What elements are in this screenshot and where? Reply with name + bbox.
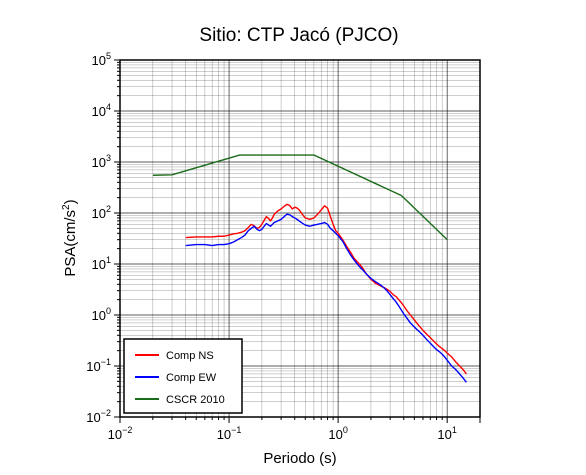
y-tick-label: 104 (92, 102, 111, 119)
plot-frame (119, 59, 481, 418)
y-tick-label-exp: 4 (106, 102, 111, 112)
y-axis-label-base: PSA(cm/s (62, 210, 79, 277)
y-tick-label-base: 10 (92, 257, 106, 272)
y-tick-label-base: 10 (86, 410, 100, 425)
y-tick-label: 100 (92, 306, 111, 323)
y-tick-label: 102 (92, 204, 111, 221)
y-tick-label-exp: −2 (101, 408, 111, 418)
series-line-comp-ew (185, 213, 467, 383)
series-line-cscr-2010 (152, 154, 448, 241)
x-tick-label: 10−1 (217, 425, 242, 442)
y-tick-label-base: 10 (92, 104, 106, 119)
x-tick-label-exp: 0 (343, 425, 348, 435)
y-tick-label-exp: 5 (106, 51, 111, 61)
y-tick-label-base: 10 (86, 359, 100, 374)
x-tick-label-base: 10 (328, 427, 342, 442)
y-tick-label: 10−1 (86, 357, 111, 374)
ticks (114, 59, 481, 423)
y-tick-label-exp: 1 (106, 255, 111, 265)
x-tick-label-base: 10 (217, 427, 231, 442)
y-tick-label-exp: 3 (106, 153, 111, 163)
y-tick-label-base: 10 (92, 206, 106, 221)
x-tick-label: 100 (328, 425, 347, 442)
y-tick-label-base: 10 (92, 155, 106, 170)
x-tick-label-exp: 1 (452, 425, 457, 435)
grid (119, 60, 481, 418)
y-tick-label-base: 10 (92, 308, 106, 323)
legend-label: CSCR 2010 (166, 394, 225, 406)
y-axis-label-sup: 2 (61, 204, 72, 210)
legend-items: Comp NS Comp EW CSCR 2010 (135, 350, 225, 406)
x-tick-label-base: 10 (437, 427, 451, 442)
y-tick-label: 101 (92, 255, 111, 272)
y-tick-label-exp: −1 (101, 357, 111, 367)
y-tick-label-exp: 2 (106, 204, 111, 214)
chart-title: Sitio: CTP Jacó (PJCO) (199, 25, 398, 46)
y-axis-label: PSA(cm/s2) (61, 199, 79, 276)
legend-label: Comp NS (166, 350, 214, 362)
x-axis-label: Periodo (s) (263, 450, 336, 467)
legend-label: Comp EW (166, 372, 217, 384)
x-tick-label: 10−2 (108, 425, 133, 442)
y-tick-label: 105 (92, 51, 111, 68)
x-tick-label-exp: −1 (231, 425, 241, 435)
y-tick-label: 103 (92, 153, 111, 170)
y-tick-label-base: 10 (92, 53, 106, 68)
y-tick-label-exp: 0 (106, 306, 111, 316)
y-tick-label: 10−2 (86, 408, 111, 425)
y-axis-label-close: ) (62, 199, 79, 204)
legend: Comp NS Comp EW CSCR 2010 (123, 338, 243, 414)
x-tick-label: 101 (437, 425, 456, 442)
x-tick-label-base: 10 (108, 427, 122, 442)
x-tick-label-exp: −2 (122, 425, 132, 435)
series-layer (152, 154, 467, 383)
